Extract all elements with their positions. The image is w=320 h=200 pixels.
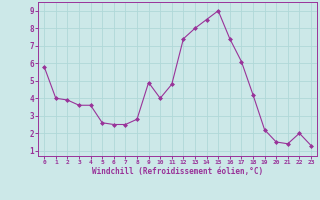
X-axis label: Windchill (Refroidissement éolien,°C): Windchill (Refroidissement éolien,°C): [92, 167, 263, 176]
